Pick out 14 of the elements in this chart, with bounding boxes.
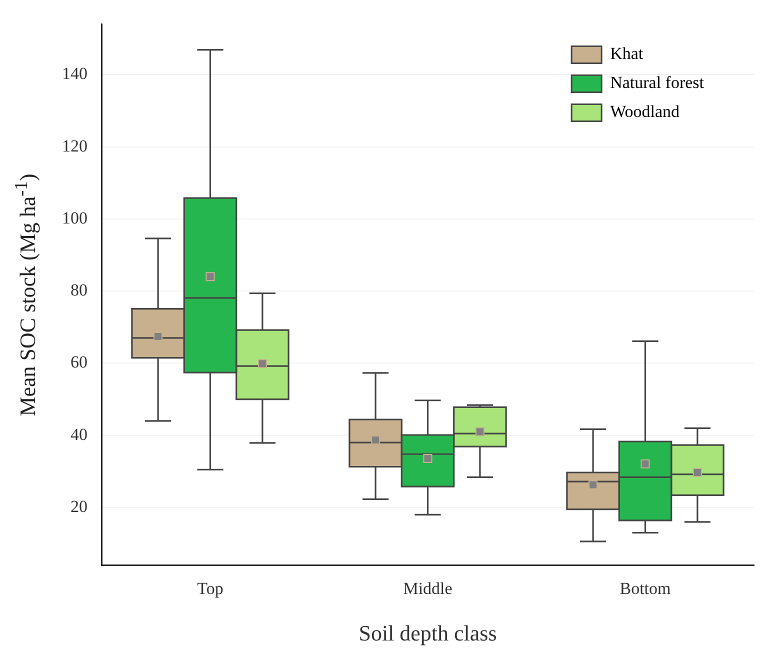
y-tick-label: 20 <box>70 496 88 516</box>
x-tick-label: Bottom <box>620 578 671 598</box>
legend-label: Woodland <box>610 102 680 122</box>
legend-label: Natural forest <box>610 73 704 92</box>
x-tick-label: Top <box>197 578 224 598</box>
y-tick-label: 60 <box>70 352 88 372</box>
y-tick-label: 100 <box>62 208 88 228</box>
y-tick-label: 40 <box>70 424 88 444</box>
x-tick-label: Middle <box>403 578 452 598</box>
y-tick-label: 80 <box>70 280 88 300</box>
legend-label: Khat <box>610 44 644 64</box>
x-axis-title: Soil depth class <box>358 620 497 646</box>
y-tick-label: 140 <box>62 64 88 84</box>
y-tick-label: 120 <box>62 136 88 156</box>
